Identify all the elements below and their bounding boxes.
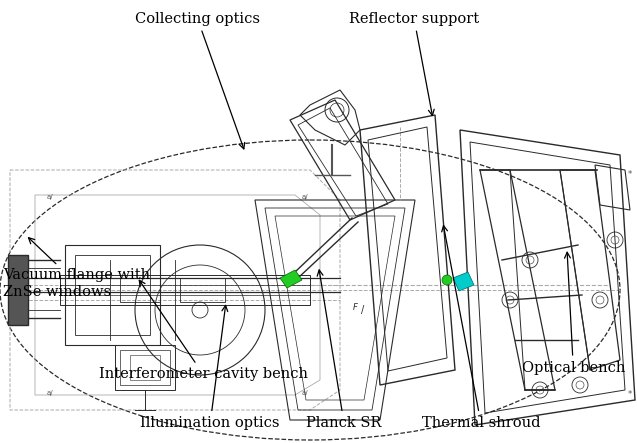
- Text: a/: a/: [47, 390, 54, 396]
- Circle shape: [442, 275, 452, 285]
- Text: Planck SR: Planck SR: [306, 270, 382, 430]
- Text: a/: a/: [47, 194, 54, 200]
- Text: Interferometer cavity bench: Interferometer cavity bench: [99, 280, 308, 381]
- Polygon shape: [8, 255, 28, 325]
- Polygon shape: [453, 272, 474, 291]
- Text: Optical bench: Optical bench: [522, 252, 625, 375]
- Text: a/: a/: [302, 390, 308, 396]
- Text: /: /: [361, 305, 364, 315]
- Text: *: *: [628, 390, 632, 400]
- Text: Collecting optics: Collecting optics: [135, 12, 260, 149]
- Text: Vacuum flange with
ZnSe windows: Vacuum flange with ZnSe windows: [3, 237, 150, 299]
- Polygon shape: [280, 270, 302, 288]
- Text: F: F: [352, 303, 357, 312]
- Text: Reflector support: Reflector support: [349, 12, 479, 116]
- Text: a/: a/: [302, 194, 308, 200]
- Text: *: *: [628, 171, 632, 179]
- Text: Thermal shroud: Thermal shroud: [422, 225, 540, 430]
- Text: Illumination optics: Illumination optics: [141, 305, 280, 430]
